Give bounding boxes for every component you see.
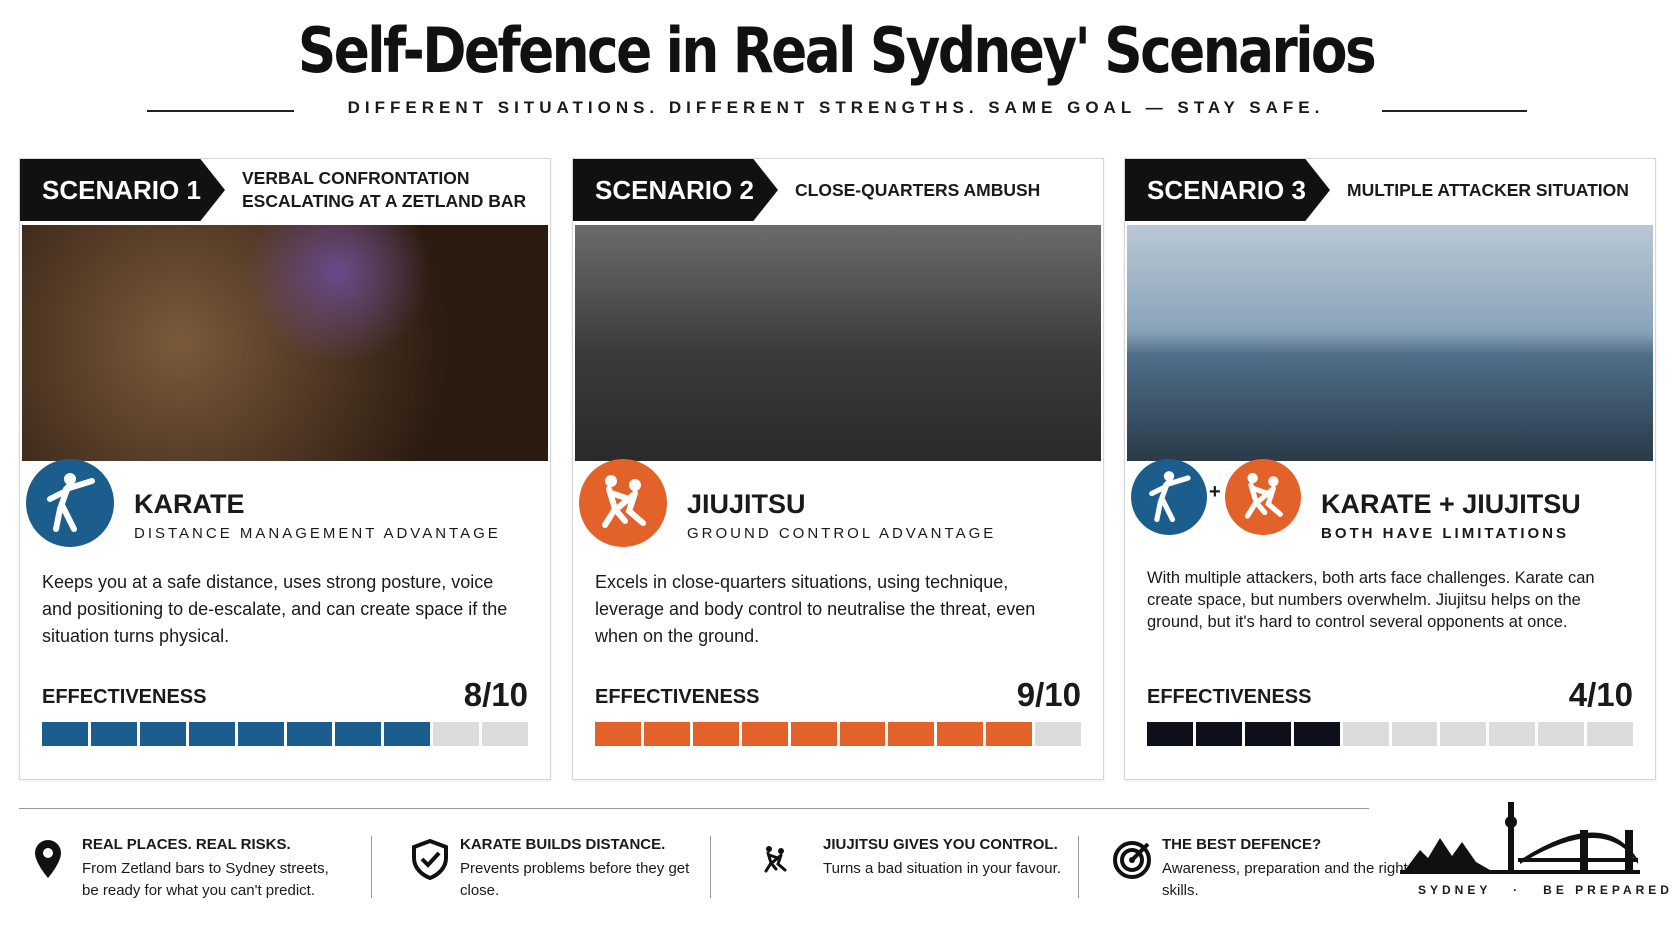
footer-text: Awareness, preparation and the right ski… — [1162, 860, 1408, 899]
rule — [147, 110, 294, 112]
bar-segment-empty — [1391, 722, 1438, 746]
footer-divider — [1078, 836, 1079, 898]
art-icon — [1225, 459, 1301, 535]
bar-segment-filled — [643, 722, 690, 746]
bar-segment-filled — [692, 722, 739, 746]
bar-segment-empty — [1489, 722, 1536, 746]
logo-text: SYDNEY · BE PREPARED — [1418, 883, 1672, 897]
art-name: KARATE + JIUJITSU — [1321, 489, 1581, 519]
art-icon — [1131, 459, 1207, 535]
rule — [1382, 110, 1527, 112]
scenario-photo — [575, 225, 1101, 461]
bar-segment-filled — [384, 722, 431, 746]
footer-title: REAL PLACES. REAL RISKS. — [82, 836, 291, 853]
bar-segment-empty — [1538, 722, 1585, 746]
art-icon — [26, 459, 114, 547]
bar-segment-filled — [286, 722, 333, 746]
footer-title: THE BEST DEFENCE? — [1162, 836, 1322, 853]
footer-icon — [1110, 838, 1154, 882]
bar-segment-filled — [790, 722, 837, 746]
logo-tagline: BE PREPARED — [1543, 883, 1672, 897]
score: 8/10 — [463, 676, 528, 713]
scenario-card: SCENARIO 1 VERBAL CONFRONTATION ESCALATIN… — [19, 158, 551, 780]
effectiveness-bar — [1147, 722, 1634, 746]
bar-segment-filled — [888, 722, 935, 746]
bar-segment-filled — [188, 722, 235, 746]
scenario-photo — [22, 225, 548, 461]
bar-segment-empty — [1342, 722, 1389, 746]
footer-text: Turns a bad situation in your favour. — [823, 860, 1061, 877]
bar-segment-filled — [237, 722, 284, 746]
footer-rule — [19, 808, 1369, 809]
bar-segment-filled — [1244, 722, 1291, 746]
footer-title: JIUJITSU GIVES YOU CONTROL. — [823, 836, 1058, 853]
logo-place: SYDNEY — [1418, 883, 1492, 897]
footer-title: KARATE BUILDS DISTANCE. — [460, 836, 666, 853]
scenario-situation: MULTIPLE ATTACKER SITUATION — [1347, 179, 1629, 200]
description: Excels in close-quarters situations, usi… — [595, 572, 1036, 646]
art-icon — [579, 459, 667, 547]
art-advantage: GROUND CONTROL ADVANTAGE — [687, 525, 997, 542]
scenario-situation: VERBAL CONFRONTATION ESCALATING AT A ZET… — [242, 168, 527, 211]
bar-segment-empty — [433, 722, 480, 746]
bar-segment-empty — [482, 722, 529, 746]
bar-segment-filled — [42, 722, 88, 746]
footer-icon — [745, 838, 805, 882]
bar-segment-filled — [335, 722, 382, 746]
scenario-card: SCENARIO 2 CLOSE-QUARTERS AMBUSH JIUJITSU G… — [572, 158, 1104, 780]
footer-text: Prevents problems before they get close. — [460, 860, 690, 899]
art-name: JIUJITSU — [687, 489, 806, 519]
effectiveness-bar — [42, 722, 529, 746]
art-advantage: DISTANCE MANAGEMENT ADVANTAGE — [134, 525, 501, 542]
scenario-label: SCENARIO 1 — [20, 159, 225, 221]
bar-segment-filled — [90, 722, 137, 746]
scenario-photo — [1127, 225, 1653, 461]
bar-segment-filled — [741, 722, 788, 746]
bar-segment-filled — [1147, 722, 1193, 746]
footer-divider — [710, 836, 711, 898]
footer-icon — [30, 838, 74, 882]
bar-segment-filled — [1195, 722, 1242, 746]
skyline — [1400, 802, 1640, 874]
footer-icon — [408, 838, 452, 882]
footer-text: From Zetland bars to Sydney streets, be … — [82, 860, 329, 899]
score: 9/10 — [1016, 676, 1081, 713]
effectiveness-label: EFFECTIVENESS — [42, 686, 207, 708]
effectiveness-label: EFFECTIVENESS — [1147, 686, 1312, 708]
scenario-card: SCENARIO 3 MULTIPLE ATTACKER SITUATION + KA… — [1124, 158, 1656, 780]
bar-segment-filled — [839, 722, 886, 746]
page-title: Self-Defence in Real Sydney' Scenarios — [297, 14, 1377, 87]
footer-divider — [371, 836, 372, 898]
logo-separator: · — [1513, 883, 1522, 897]
icon-separator: + — [1209, 481, 1221, 503]
score: 4/10 — [1568, 676, 1633, 713]
art-advantage: BOTH HAVE LIMITATIONS — [1321, 525, 1569, 542]
effectiveness-label: EFFECTIVENESS — [595, 686, 760, 708]
scenario-situation: CLOSE-QUARTERS AMBUSH — [795, 179, 1041, 200]
page-subtitle: DIFFERENT SITUATIONS. DIFFERENT STRENGTH… — [347, 98, 1325, 117]
bar-segment-empty — [1587, 722, 1634, 746]
logo: SYDNEY · BE PREPARED — [1400, 800, 1669, 900]
bar-segment-filled — [1293, 722, 1340, 746]
bar-segment-filled — [986, 722, 1033, 746]
description: With multiple attackers, both arts face … — [1147, 569, 1595, 631]
description: Keeps you at a safe distance, uses stron… — [42, 572, 508, 646]
scenario-label: SCENARIO 3 — [1125, 159, 1330, 221]
bar-segment-empty — [1035, 722, 1082, 746]
effectiveness-bar — [595, 722, 1082, 746]
bar-segment-filled — [595, 722, 641, 746]
art-name: KARATE — [134, 489, 245, 519]
bar-segment-filled — [139, 722, 186, 746]
bar-segment-filled — [937, 722, 984, 746]
bar-segment-empty — [1440, 722, 1487, 746]
scenario-label: SCENARIO 2 — [573, 159, 778, 221]
